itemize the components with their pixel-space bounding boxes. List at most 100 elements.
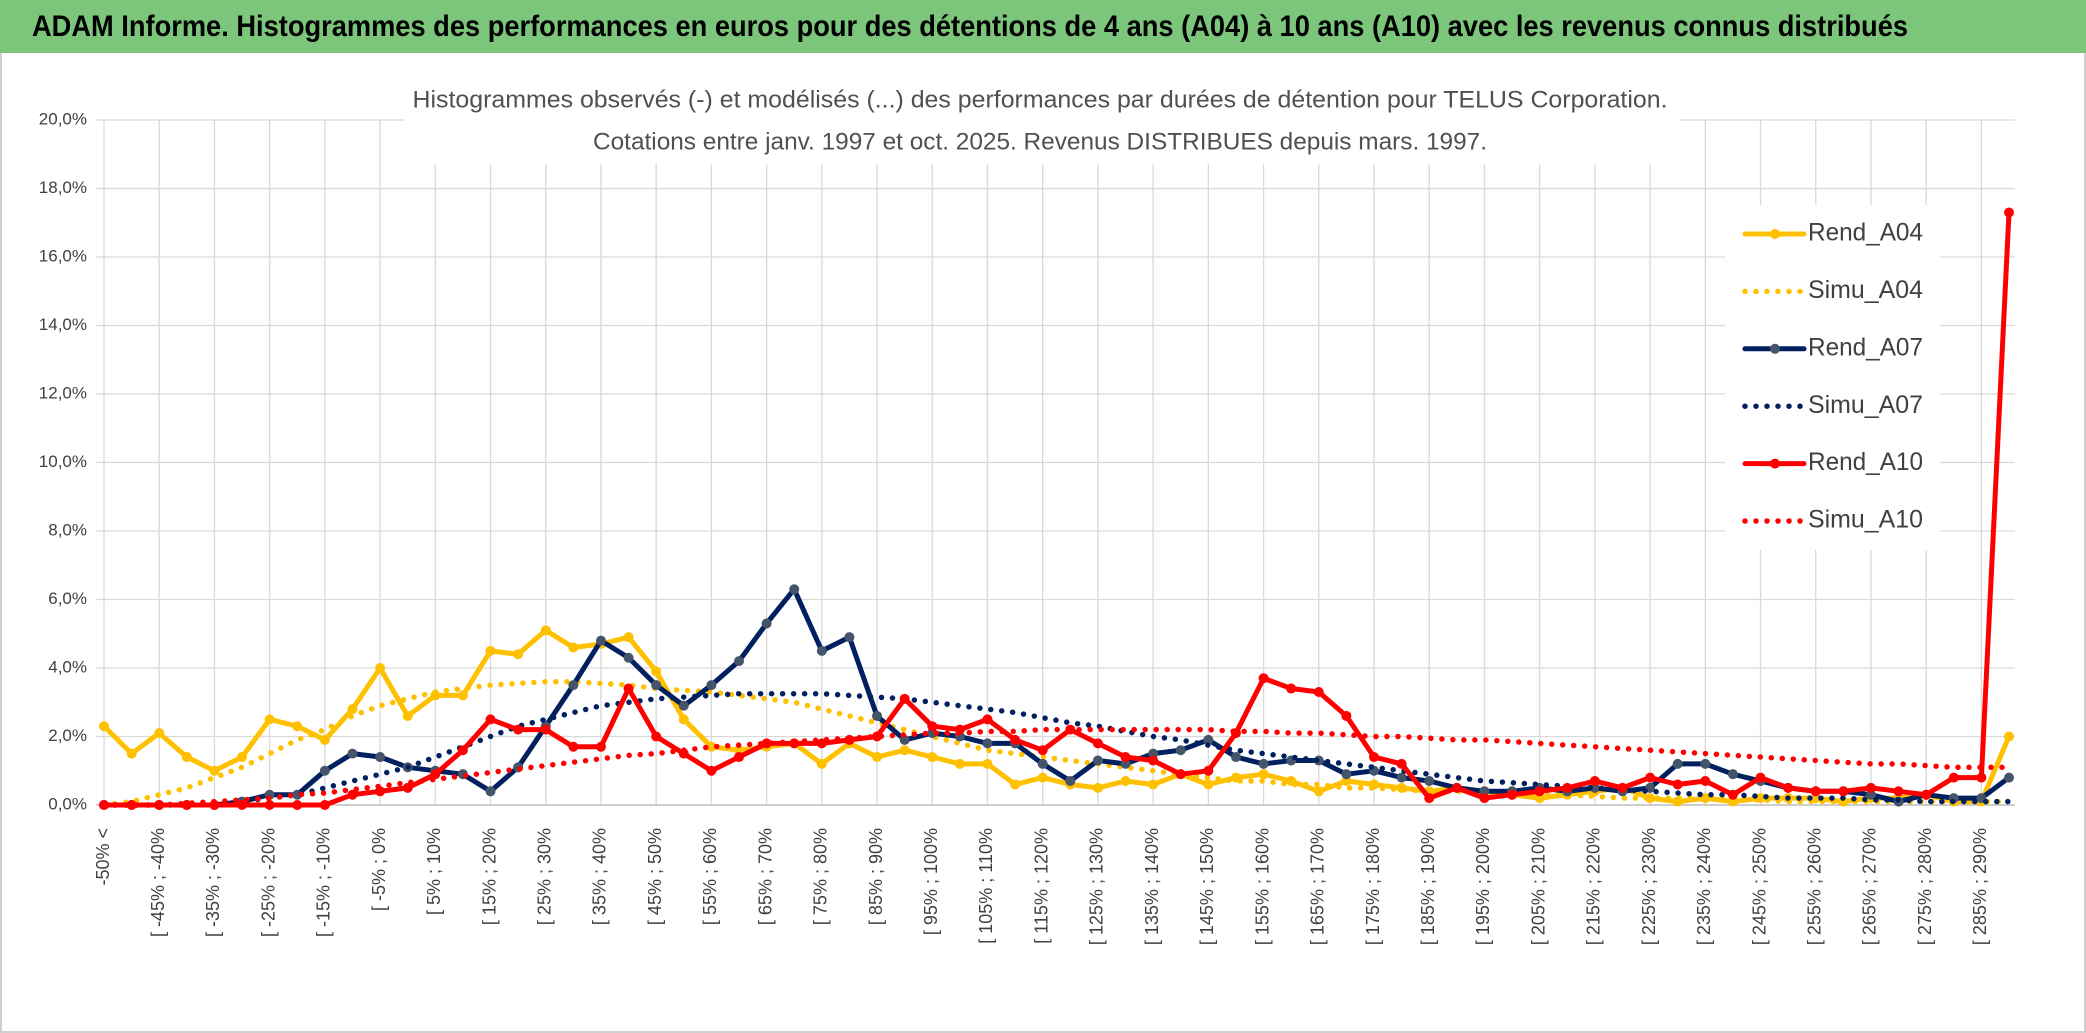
y-tick-label: 18,0% [39, 178, 87, 197]
point [264, 714, 275, 725]
point [1148, 755, 1159, 766]
legend-label: Simu_A04 [1808, 276, 1923, 304]
point [1838, 786, 1849, 797]
x-tick-label: [ -15% ; -10% [314, 828, 334, 937]
x-tick-label: [ 205% ; 210% [1528, 828, 1548, 945]
point [2004, 207, 2014, 218]
legend-box [1725, 205, 1940, 550]
x-tick-label: -50% < [93, 828, 113, 886]
y-tick-label: 16,0% [39, 246, 87, 265]
point [1369, 752, 1379, 763]
point [485, 714, 496, 725]
x-tick-label: [ 135% ; 140% [1142, 828, 1162, 945]
point [2004, 772, 2014, 783]
point [430, 769, 441, 780]
point [982, 758, 993, 769]
point [1203, 734, 1214, 745]
point [319, 765, 330, 776]
y-tick-label: 4,0% [48, 657, 87, 676]
x-tick-label: [ 245% ; 250% [1749, 828, 1769, 945]
point [734, 752, 744, 763]
point [1148, 779, 1159, 790]
point [1479, 786, 1490, 797]
point [1065, 776, 1076, 787]
point [1148, 748, 1159, 759]
x-tick-label: [ 195% ; 200% [1473, 828, 1493, 945]
legend: Rend_A04 Simu_A04 Rend_A07 Simu_A07 Rend_A10… [1725, 205, 1940, 550]
x-tick-label: [ 115% ; 120% [1031, 828, 1051, 944]
point [927, 752, 938, 763]
point [1424, 793, 1435, 804]
page-title: ADAM Informe. Histogrammes des performan… [32, 10, 1908, 43]
chart-subtitle: Cotations entre janv. 1997 et oct. 2025.… [593, 128, 1487, 155]
model-line [101, 690, 2012, 808]
point [1037, 758, 1048, 769]
x-tick-label: [ 165% ; 170% [1308, 828, 1328, 945]
x-tick-label: [ 15% ; 20% [479, 828, 499, 925]
point [927, 728, 938, 739]
point [1645, 793, 1656, 804]
point [706, 680, 717, 691]
point [1424, 776, 1435, 787]
point [844, 632, 855, 643]
point [623, 632, 634, 643]
point [1534, 786, 1545, 797]
point [1700, 776, 1711, 787]
point [899, 693, 910, 704]
point [595, 741, 606, 752]
point [99, 721, 109, 732]
legend-label: Rend_A07 [1808, 333, 1923, 361]
x-tick-label: [ 95% ; 100% [921, 828, 941, 935]
legend-label: Rend_A04 [1808, 219, 1923, 247]
y-tick-label: 12,0% [39, 383, 87, 402]
point [1976, 772, 1987, 783]
point [789, 584, 800, 595]
point [1037, 745, 1048, 756]
point [1092, 755, 1103, 766]
point [1645, 772, 1656, 783]
point [1589, 776, 1600, 787]
point [761, 738, 772, 749]
model-line [101, 726, 2012, 808]
point [1341, 769, 1352, 780]
point [1258, 673, 1269, 684]
point [1727, 769, 1738, 780]
point [568, 680, 579, 691]
x-tick-label: [ 175% ; 180% [1363, 828, 1383, 945]
point [651, 731, 662, 742]
x-tick-label: [ 65% ; 70% [755, 828, 775, 925]
point [1948, 772, 1959, 783]
point [1230, 752, 1241, 763]
point [1120, 752, 1131, 763]
point [457, 745, 468, 756]
point [1203, 765, 1214, 776]
point [347, 748, 358, 759]
x-tick-label: [ 235% ; 240% [1694, 828, 1714, 945]
point [568, 642, 579, 653]
x-tick-label: [ 35% ; 40% [590, 828, 610, 925]
y-tick-label: 14,0% [39, 315, 87, 334]
x-tick-label: [ 285% ; 290% [1970, 828, 1990, 945]
point [982, 738, 993, 749]
point [678, 714, 689, 725]
chart-title: Histogrammes observés (-) et modélisés (… [413, 86, 1668, 113]
legend-label: Simu_A07 [1808, 391, 1923, 419]
point [734, 656, 744, 667]
point [181, 752, 192, 763]
point [347, 704, 358, 715]
x-tick-label: [ 5% ; 10% [424, 828, 444, 915]
point [1617, 782, 1628, 793]
point [513, 649, 524, 660]
x-tick-label: [ 45% ; 50% [645, 828, 665, 925]
point [1396, 758, 1407, 769]
point [927, 721, 938, 732]
point [1120, 776, 1131, 787]
point [540, 625, 551, 636]
point [209, 765, 220, 776]
x-tick-label: [ 85% ; 90% [866, 828, 886, 925]
x-tick-label: [ -35% ; -30% [203, 828, 223, 937]
point [126, 748, 137, 759]
point [1313, 786, 1324, 797]
point [1755, 772, 1766, 783]
point [1700, 793, 1711, 804]
